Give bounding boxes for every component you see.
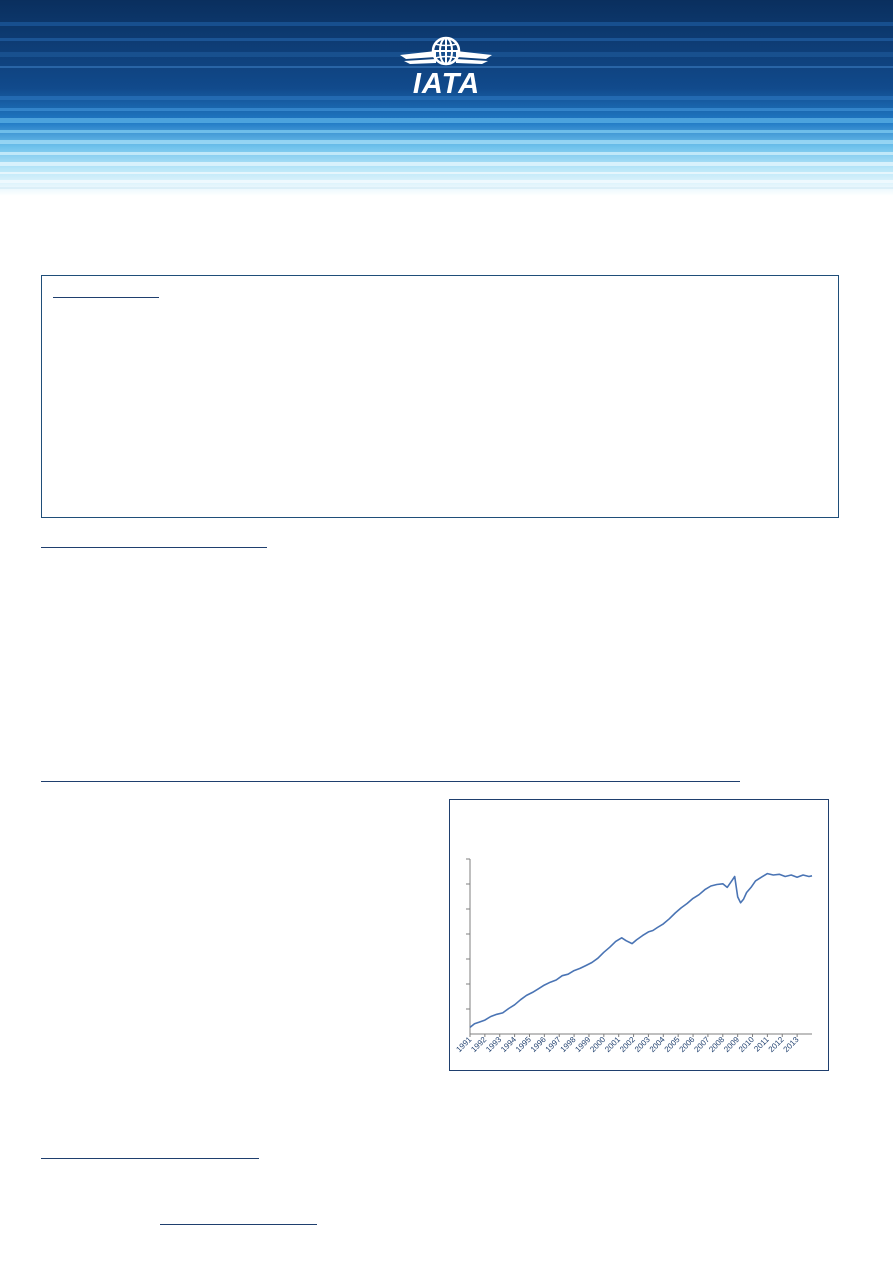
x-tick-label: 2008 [707,1035,726,1054]
x-tick-label: 1995 [514,1035,533,1054]
x-tick-label: 1992 [469,1035,488,1054]
series-line [469,872,813,1029]
x-tick-label: 1998 [559,1035,578,1054]
header-banner: IATA [0,0,893,196]
globe-wings-icon [400,36,492,66]
x-tick-label: 2001 [603,1035,622,1054]
x-tick-label: 2012 [767,1035,786,1054]
banner-stripes [0,0,893,196]
x-tick-label: 1996 [529,1035,548,1054]
x-tick-label: 1994 [499,1035,518,1054]
line-chart: 1991199219931994199519961997199819992000… [454,858,813,1054]
x-tick-label: 1991 [454,1035,473,1054]
x-tick-label: 2007 [692,1035,711,1054]
summary-heading-underline [53,297,159,298]
x-tick-label: 1993 [484,1035,503,1054]
x-tick-label: 1997 [544,1035,563,1054]
x-tick-label: 2010 [737,1035,756,1054]
footer-heading-underline [41,1158,259,1159]
iata-logo-text: IATA [412,68,481,100]
x-tick-label: 2004 [648,1035,667,1054]
x-tick-label: 2011 [752,1035,771,1054]
x-tick-label: 2013 [782,1035,801,1054]
footer-link-underline[interactable] [160,1224,317,1225]
x-tick-label: 2009 [722,1035,741,1054]
x-tick-label: 2002 [618,1035,637,1054]
x-tick-label: 1999 [573,1035,592,1054]
x-tick-label: 2003 [633,1035,652,1054]
chart-heading-underline [41,781,740,782]
summary-box [41,275,839,518]
section-heading-underline [41,547,267,548]
x-tick-label: 2006 [678,1035,697,1054]
x-tick-label: 2000 [588,1035,607,1054]
x-tick-label: 2005 [663,1035,682,1054]
chart-panel: 1991 1992 1993 1994 1995 1996 1997 1998 1999 2000… [449,799,829,1071]
